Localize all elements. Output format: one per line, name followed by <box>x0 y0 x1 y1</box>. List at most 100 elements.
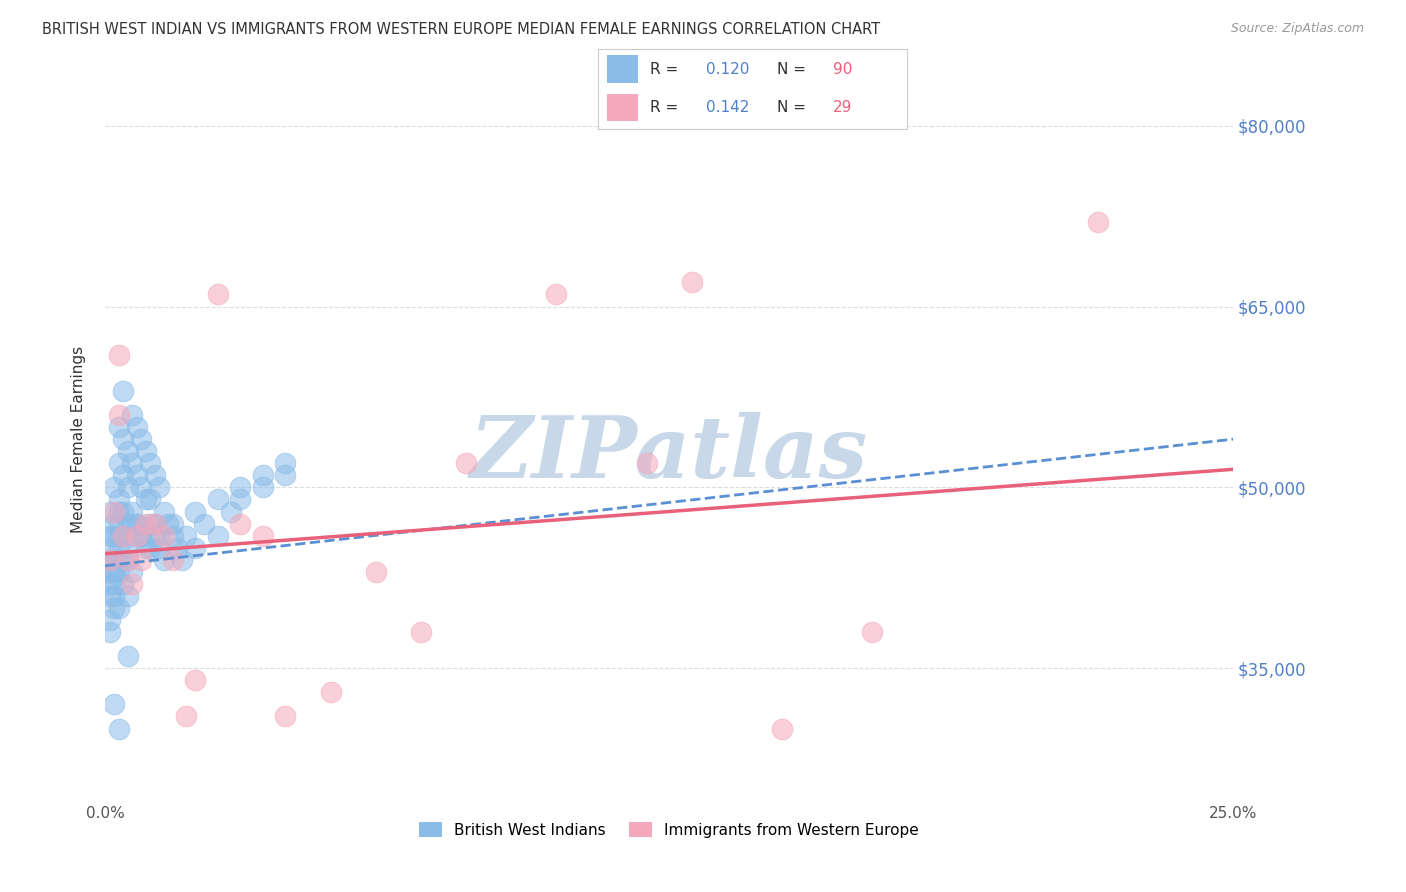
Point <box>117 553 139 567</box>
Y-axis label: Median Female Earnings: Median Female Earnings <box>72 345 86 533</box>
Legend: British West Indians, Immigrants from Western Europe: British West Indians, Immigrants from We… <box>413 815 925 844</box>
Point <box>129 553 152 567</box>
Point <box>107 408 129 422</box>
Point <box>112 528 135 542</box>
Point <box>152 504 174 518</box>
Point <box>98 613 121 627</box>
Point <box>117 649 139 664</box>
Point <box>274 468 297 483</box>
Point <box>103 698 125 712</box>
Text: R =: R = <box>650 100 683 115</box>
Point <box>125 528 148 542</box>
Point <box>98 553 121 567</box>
Text: N =: N = <box>778 100 811 115</box>
Point <box>229 480 252 494</box>
Point <box>139 492 162 507</box>
Point <box>157 516 180 531</box>
Point <box>98 553 121 567</box>
Point <box>252 528 274 542</box>
Text: N =: N = <box>778 62 811 77</box>
Point <box>274 456 297 470</box>
Bar <box>607 55 638 83</box>
Point <box>166 541 188 555</box>
Point <box>860 625 883 640</box>
Point <box>139 456 162 470</box>
Point <box>129 528 152 542</box>
Point <box>454 456 477 470</box>
Point <box>143 516 166 531</box>
Point <box>107 565 129 579</box>
Point <box>139 541 162 555</box>
Point <box>98 625 121 640</box>
Point <box>121 528 143 542</box>
Point <box>107 456 129 470</box>
Point <box>162 528 184 542</box>
Point <box>129 480 152 494</box>
Point <box>1087 215 1109 229</box>
Point <box>129 432 152 446</box>
Bar <box>607 94 638 121</box>
Point <box>148 528 170 542</box>
Point <box>103 577 125 591</box>
Point <box>98 541 121 555</box>
Point <box>98 577 121 591</box>
Point <box>103 553 125 567</box>
Point <box>107 541 129 555</box>
Point <box>103 565 125 579</box>
Point <box>98 589 121 603</box>
Point <box>143 468 166 483</box>
Point <box>139 516 162 531</box>
Point <box>107 528 129 542</box>
Point <box>148 541 170 555</box>
Point <box>112 504 135 518</box>
Point <box>117 444 139 458</box>
Point <box>174 528 197 542</box>
Point <box>229 516 252 531</box>
Point <box>107 516 129 531</box>
Point <box>98 504 121 518</box>
Point <box>143 528 166 542</box>
Point <box>148 480 170 494</box>
Point <box>207 528 229 542</box>
Point <box>103 589 125 603</box>
Point <box>174 709 197 723</box>
Point <box>135 444 157 458</box>
Point <box>193 516 215 531</box>
Point <box>103 480 125 494</box>
Point <box>112 384 135 398</box>
Point <box>125 468 148 483</box>
Text: Source: ZipAtlas.com: Source: ZipAtlas.com <box>1230 22 1364 36</box>
Point <box>112 577 135 591</box>
Point <box>103 528 125 542</box>
Point <box>112 553 135 567</box>
Point <box>112 468 135 483</box>
Text: 90: 90 <box>832 62 852 77</box>
Point <box>170 553 193 567</box>
Point <box>135 516 157 531</box>
Point <box>117 589 139 603</box>
Point <box>112 432 135 446</box>
Text: ZIPatlas: ZIPatlas <box>470 412 868 495</box>
Point <box>252 468 274 483</box>
Point <box>229 492 252 507</box>
Point <box>319 685 342 699</box>
Point <box>103 516 125 531</box>
Point <box>121 408 143 422</box>
Text: 0.142: 0.142 <box>706 100 749 115</box>
Point <box>184 541 207 555</box>
Point <box>274 709 297 723</box>
Text: BRITISH WEST INDIAN VS IMMIGRANTS FROM WESTERN EUROPE MEDIAN FEMALE EARNINGS COR: BRITISH WEST INDIAN VS IMMIGRANTS FROM W… <box>42 22 880 37</box>
Point <box>107 420 129 434</box>
Text: 29: 29 <box>832 100 852 115</box>
Point <box>121 456 143 470</box>
Point <box>135 492 157 507</box>
Point <box>103 565 125 579</box>
Point <box>364 565 387 579</box>
Point <box>125 420 148 434</box>
Point <box>121 565 143 579</box>
Text: R =: R = <box>650 62 683 77</box>
Point <box>121 577 143 591</box>
Point <box>125 516 148 531</box>
Point <box>135 541 157 555</box>
Text: 0.120: 0.120 <box>706 62 749 77</box>
